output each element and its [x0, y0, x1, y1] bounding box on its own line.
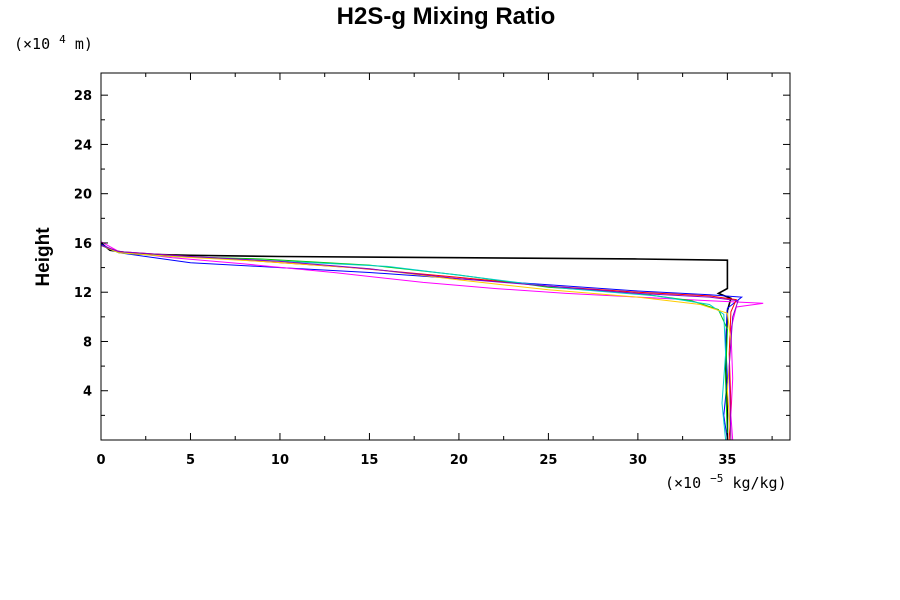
y-unit-suffix: m) [75, 35, 93, 53]
y-tick-label: 20 [74, 188, 92, 203]
series-line-7 [100, 244, 739, 441]
x-tick-labels: 0 5 10 15 20 25 30 35 [96, 453, 736, 468]
x-tick-label: 15 [360, 453, 378, 468]
x-tick-label: 30 [629, 453, 647, 468]
y-tick-label: 16 [74, 237, 92, 252]
tick-layer [100, 73, 790, 440]
x-unit-exponent: −5 [710, 472, 723, 485]
x-tick-label: 0 [96, 453, 105, 468]
x-unit-suffix: kg/kg) [732, 474, 786, 492]
y-tick-label: 28 [74, 89, 92, 104]
y-tick-label: 24 [74, 138, 92, 153]
x-tick-label: 5 [186, 453, 195, 468]
y-tick-label: 4 [83, 385, 92, 400]
y-tick-label: 12 [74, 286, 92, 301]
y-unit-prefix: (×10 [14, 35, 50, 53]
y-axis-label: Height [33, 227, 54, 287]
x-tick-label: 10 [271, 453, 289, 468]
x-tick-label: 20 [450, 453, 468, 468]
plot-frame [100, 72, 791, 441]
series-line-6 [100, 244, 732, 441]
y-unit-exponent: 4 [59, 33, 66, 46]
x-unit-prefix: (×10 [665, 474, 701, 492]
series-line-0 [100, 242, 732, 440]
y-tick-label: 8 [83, 335, 92, 350]
x-tick-label: 25 [539, 453, 557, 468]
chart-title: H2S-g Mixing Ratio [337, 3, 556, 30]
y-tick-labels: 4 8 12 16 20 24 28 [74, 89, 92, 400]
series-layer [100, 73, 764, 441]
series-line-2 [100, 73, 764, 441]
x-tick-label: 35 [718, 453, 736, 468]
y-axis-unit: (×10 4 m) [14, 29, 93, 53]
x-axis-unit: (×10 −5 kg/kg) [665, 468, 787, 492]
